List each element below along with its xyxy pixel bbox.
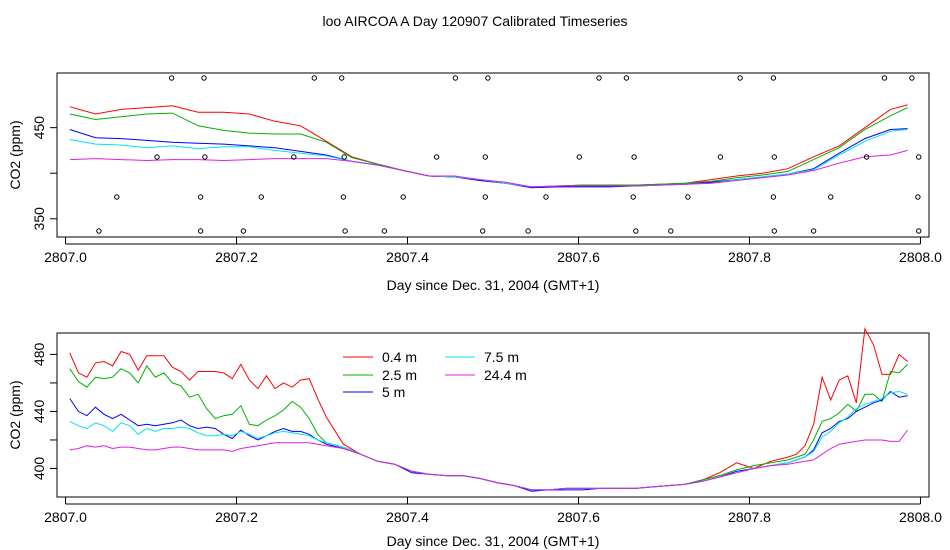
marker-point: [339, 75, 345, 81]
series-line-24-4-m: [69, 149, 908, 188]
marker-point: [433, 154, 440, 160]
x-tick-label: 2807.2: [215, 509, 258, 525]
y-tick-label: 350: [31, 207, 47, 231]
marker-point: [197, 228, 204, 234]
marker-point: [685, 194, 691, 200]
marker-point: [311, 75, 317, 81]
lower-panel: 2807.0 2807.2 2807.4 2807.6 2807.8 2808.0 400…: [7, 327, 942, 549]
marker-point: [770, 75, 777, 81]
marker-point: [717, 154, 724, 160]
marker-point: [596, 75, 602, 81]
marker-point: [771, 154, 777, 160]
x-tick-label: 2807.0: [44, 249, 87, 265]
marker-point: [633, 228, 639, 234]
series-line-7-5-m: [69, 129, 908, 188]
lower-x-axis: 2807.0 2807.2 2807.4 2807.6 2807.8 2808.0: [44, 497, 942, 525]
marker-point: [863, 154, 870, 160]
marker-point: [381, 228, 388, 234]
marker-point: [770, 194, 777, 200]
upper-y-label: CO2 (ppm): [7, 120, 23, 189]
upper-x-label: Day since Dec. 31, 2004 (GMT+1): [387, 277, 600, 293]
legend-label: 5 m: [382, 384, 405, 400]
x-tick-label: 2808.0: [899, 249, 942, 265]
series-line-24-4-m: [69, 429, 909, 491]
series-line-7-5-m: [69, 390, 908, 491]
x-tick-label: 2807.8: [728, 509, 771, 525]
chart-title: loo AIRCOA A Day 120907 Calibrated Times…: [322, 13, 627, 29]
upper-x-axis: 2807.0 2807.2 2807.4 2807.6 2807.8 2808.0: [44, 237, 942, 265]
marker-point: [525, 228, 531, 234]
y-tick-label: 480: [31, 342, 47, 366]
marker-point: [482, 154, 488, 160]
x-tick-label: 2807.2: [215, 249, 258, 265]
marker-point: [668, 228, 674, 234]
marker-point: [482, 194, 488, 200]
marker-point: [771, 228, 777, 234]
lower-legend: 0.4 m 2.5 m5 m 7.5 m 24.4 m: [343, 349, 527, 400]
series-line-5-m: [69, 128, 908, 189]
x-tick-label: 2807.8: [728, 249, 771, 265]
marker-point: [202, 154, 208, 160]
upper-marker-group: [96, 75, 922, 234]
y-tick-label: 450: [31, 116, 47, 140]
lower-y-axis: 400 440 480: [31, 342, 57, 480]
upper-series-group: [69, 104, 908, 189]
marker-point: [452, 75, 459, 81]
marker-point: [485, 75, 491, 81]
marker-point: [828, 194, 834, 200]
marker-point: [114, 194, 120, 200]
marker-point: [631, 154, 637, 160]
marker-point: [543, 194, 549, 200]
lower-x-label: Day since Dec. 31, 2004 (GMT+1): [387, 533, 600, 549]
marker-point: [916, 154, 922, 160]
marker-point: [480, 228, 486, 234]
marker-point: [909, 75, 915, 81]
marker-point: [291, 154, 297, 160]
x-tick-label: 2808.0: [899, 509, 942, 525]
legend-label: 0.4 m: [382, 349, 417, 365]
marker-point: [197, 194, 204, 200]
series-line-5-m: [69, 390, 908, 492]
marker-point: [342, 228, 348, 234]
marker-point: [915, 194, 921, 200]
upper-y-axis: 350 450: [31, 116, 57, 231]
marker-point: [576, 154, 582, 160]
marker-point: [881, 75, 888, 81]
x-tick-label: 2807.6: [557, 249, 600, 265]
x-tick-label: 2807.4: [386, 509, 429, 525]
marker-point: [96, 228, 102, 234]
marker-point: [201, 75, 207, 81]
legend-label: 7.5 m: [484, 349, 519, 365]
marker-point: [400, 194, 406, 200]
marker-point: [240, 228, 247, 234]
marker-point: [154, 154, 160, 160]
marker-point: [737, 75, 743, 81]
upper-plot-frame: [56, 72, 930, 238]
upper-panel: 2807.0 2807.2 2807.4 2807.6 2807.8 2808.0 350…: [7, 72, 942, 293]
lower-plot-frame: [56, 332, 930, 498]
marker-point: [810, 228, 817, 234]
legend-label: 24.4 m: [484, 367, 527, 383]
x-tick-label: 2807.6: [557, 509, 600, 525]
marker-point: [623, 75, 630, 81]
marker-point: [630, 194, 636, 200]
legend-label: 2.5 m: [382, 367, 417, 383]
marker-point: [340, 194, 347, 200]
y-tick-label: 400: [31, 457, 47, 481]
y-tick-label: 440: [31, 400, 47, 424]
x-tick-label: 2807.4: [386, 249, 429, 265]
lower-series-group: [69, 327, 909, 492]
lower-y-label: CO2 (ppm): [7, 380, 23, 449]
marker-point: [258, 194, 264, 200]
marker-point: [168, 75, 175, 81]
marker-point: [916, 228, 922, 234]
x-tick-label: 2807.0: [44, 509, 87, 525]
marker-point: [341, 154, 347, 160]
